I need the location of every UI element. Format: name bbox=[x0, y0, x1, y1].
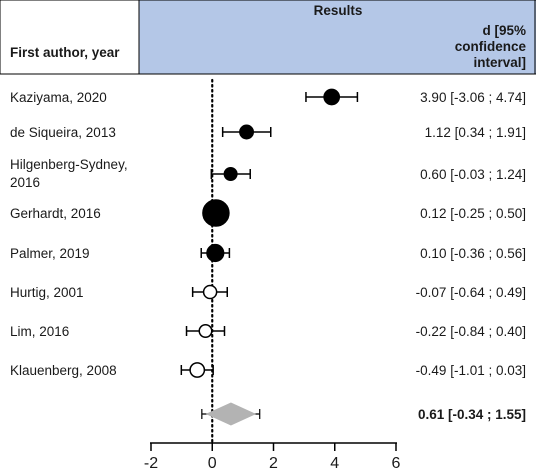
ci-value: 0.12 [-0.25 ; 0.50] bbox=[420, 206, 526, 221]
ci-value: 1.12 [0.34 ; 1.91] bbox=[425, 125, 526, 140]
pooled-ci-value: 0.61 [-0.34 ; 1.55] bbox=[418, 407, 526, 422]
x-tick-label: -2 bbox=[144, 455, 158, 472]
point-estimate bbox=[239, 124, 255, 140]
ci-value: -0.07 [-0.64 ; 0.49] bbox=[416, 285, 526, 300]
point-estimate bbox=[206, 243, 225, 263]
study-rows: Kaziyama, 2020 3.90 [-3.06 ; 4.74] de Siqu… bbox=[10, 78, 526, 445]
ci-value: -0.49 [-1.01 ; 0.03] bbox=[416, 363, 526, 378]
x-axis: -2 0 2 4 6 bbox=[144, 442, 401, 472]
study-label: Palmer, 2019 bbox=[10, 246, 90, 261]
study-label: Klauenberg, 2008 bbox=[10, 363, 117, 378]
header-band bbox=[139, 0, 536, 74]
study-label: Hurtig, 2001 bbox=[10, 285, 84, 300]
effect-header-line-3: interval] bbox=[473, 55, 526, 70]
x-tick-label: 2 bbox=[269, 455, 278, 472]
study-label: Lim, 2016 bbox=[10, 324, 69, 339]
column-header-results: Results bbox=[314, 3, 363, 18]
x-tick-label: 4 bbox=[330, 455, 339, 472]
ci-value: 0.60 [-0.03 ; 1.24] bbox=[420, 167, 526, 182]
point-estimate bbox=[202, 284, 218, 300]
x-tick-label: 6 bbox=[392, 455, 401, 472]
point-estimate bbox=[323, 88, 341, 106]
study-label: Hilgenberg-Sydney, bbox=[10, 157, 128, 172]
point-estimate bbox=[189, 362, 206, 378]
study-label: 2016 bbox=[10, 175, 40, 190]
point-estimate bbox=[202, 199, 230, 227]
ci-value: 0.10 [-0.36 ; 0.56] bbox=[420, 246, 526, 261]
point-estimate bbox=[223, 167, 238, 181]
column-header-author: First author, year bbox=[10, 45, 120, 60]
ci-value: -0.22 [-0.84 ; 0.40] bbox=[416, 324, 526, 339]
x-tick-label: 0 bbox=[208, 455, 217, 472]
effect-header-line-2: confidence bbox=[455, 39, 527, 54]
point-estimate bbox=[198, 324, 213, 338]
study-label: de Siqueira, 2013 bbox=[10, 125, 116, 140]
study-label: Gerhardt, 2016 bbox=[10, 206, 101, 221]
study-label: Kaziyama, 2020 bbox=[10, 90, 107, 105]
pooled-diamond bbox=[205, 402, 257, 426]
ci-value: 3.90 [-3.06 ; 4.74] bbox=[420, 90, 526, 105]
effect-header-line-1: d [95% bbox=[482, 23, 526, 38]
